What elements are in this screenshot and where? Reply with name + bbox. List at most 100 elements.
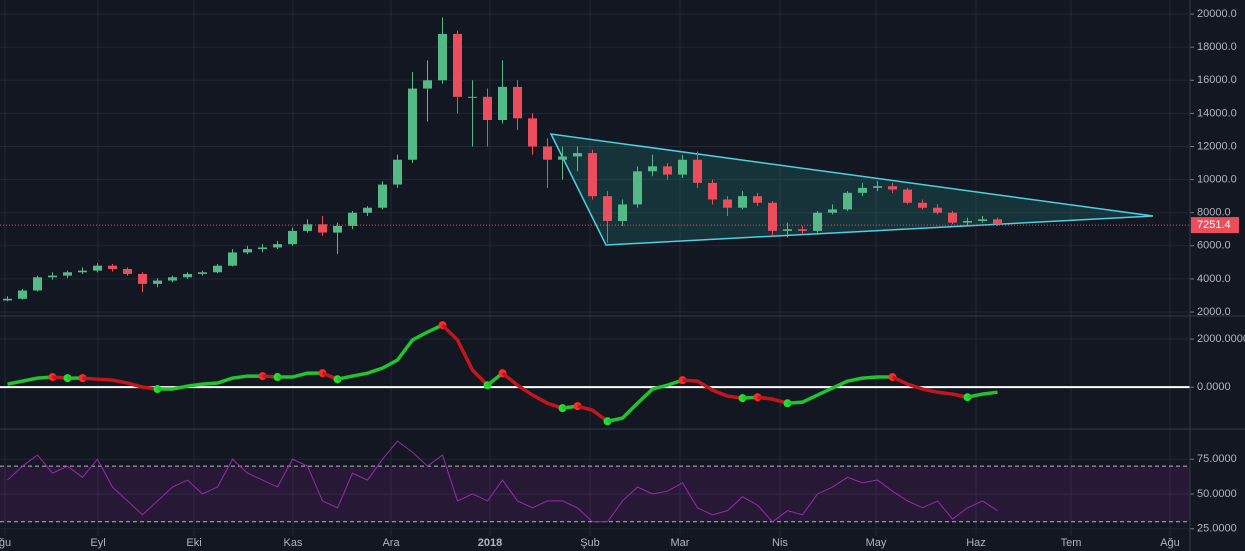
candle-body [813,212,822,231]
oscillator-line [577,404,609,423]
candle-body [93,265,102,271]
rsi-line [7,440,998,523]
candle-body [108,265,117,269]
candle-body [363,207,372,213]
oscillator-line [337,323,444,381]
candle-body [708,182,717,200]
candle-body [123,268,132,274]
candle-body [753,196,762,203]
plot: ğu Eyl Eki Kas Ara 2018 Şub Mar Nis May Haz Tem Ağu 2… [0,8,1245,549]
candle-body [213,265,222,273]
candle-body [678,159,687,175]
candle-body [78,270,87,273]
y-tick-label: 12000.0 [1197,140,1237,152]
y-tick-label: 10000.0 [1197,174,1237,186]
oscillator-line [7,375,53,386]
candle-body [168,277,177,281]
x-tick-label: Haz [966,537,986,549]
candle-body [648,166,657,172]
y-tick-label: 20000.0 [1197,8,1237,20]
oscillator-line [277,371,323,379]
x-tick-label: Ara [382,537,400,549]
y-tick-label: 2000.0 [1197,306,1231,318]
oscillator-line [82,376,158,391]
candle-body [723,199,732,208]
oscillator-line [967,390,998,399]
y-tick-label: 50.0000 [1197,488,1237,500]
x-tick-label: Tem [1061,537,1082,549]
candle-body [618,204,627,221]
candle-body [183,273,192,278]
oscillator-line [787,375,893,405]
candle-body [543,146,552,160]
candle-body [228,252,237,266]
candle-body [858,187,867,193]
y-tick-label: 25.0000 [1197,523,1237,535]
grid [0,0,1190,536]
candle-body [888,186,897,190]
candle-body [303,224,312,231]
x-tick-label: Ağu [1160,537,1180,549]
candle-body [993,219,1002,225]
candle-body [258,247,267,250]
candle-body [18,290,27,299]
candle-body [603,196,612,221]
candle-body [768,202,777,231]
y-tick-label: 8000.0 [1197,207,1231,219]
candle-body [633,171,642,205]
candle-body [138,273,147,284]
candle-body [453,33,462,97]
candle-body [558,156,567,160]
candle-body [333,225,342,233]
candle-body [423,80,432,89]
candle-body [48,275,57,278]
candle-body [33,277,42,291]
candle-body [378,184,387,208]
candle-body [573,153,582,157]
oscillator-line [891,375,968,399]
candle-body [963,220,972,223]
candle-body [468,96,477,98]
x-tick-label: Şub [580,537,600,549]
candle-body [663,166,672,175]
candle-body [783,229,792,231]
candle-body [828,209,837,213]
candle-body [843,192,852,210]
candle-body [738,196,747,208]
candle-body [903,189,912,203]
oscillator-line [501,371,564,410]
last-price-tag [1191,217,1239,234]
y-tick-label: 16000.0 [1197,74,1237,86]
candle-body [288,230,297,245]
candle-body [513,86,522,119]
candle-body [588,153,597,197]
oscillator-line [441,323,489,387]
x-tick-label: Kas [284,537,303,549]
y-tick-label: 6000.0 [1197,240,1231,252]
x-tick-label: 2018 [478,537,502,549]
candle-body [948,212,957,223]
candle-body [933,207,942,213]
x-tick-label: Eyl [90,537,105,549]
oscillator-line [682,378,743,400]
candle-body [438,33,447,81]
candle-body [408,88,417,160]
x-tick-label: Eki [186,537,201,549]
y-tick-label: 4000.0 [1197,273,1231,285]
candle-body [243,249,252,253]
candle-body [393,159,402,185]
candle-body [198,272,207,274]
x-tick-label: Nis [772,537,788,549]
candle-body [873,186,882,188]
candle-body [483,96,492,121]
rsi-band [0,466,1190,522]
candle-body [798,229,807,231]
x-tick-label: Mar [671,537,690,549]
candle-body [63,272,72,276]
y-tick-label: 14000.0 [1197,107,1237,119]
x-tick-label: ğu [0,537,11,549]
candle-body [318,224,327,233]
oscillator-line [157,374,263,391]
y-tick-label: 0.0000 [1197,381,1231,393]
